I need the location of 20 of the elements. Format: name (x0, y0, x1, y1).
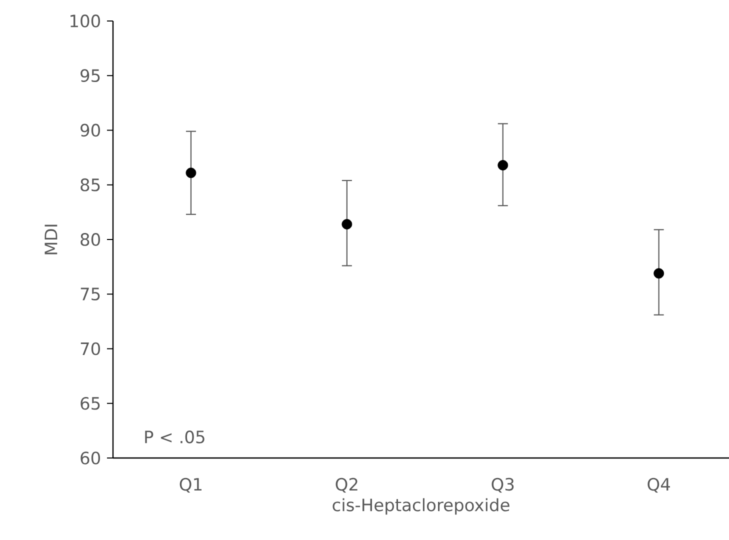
point (186, 168, 196, 178)
x-axis-title: cis-Heptaclorepoxide (332, 498, 510, 515)
annotation: P < .05 (145, 430, 204, 444)
y-tick-label: 60 (80, 452, 100, 464)
x-tick-label: Q2 (336, 478, 358, 493)
y-axis-title: MDI (44, 224, 58, 254)
point (342, 219, 352, 230)
y-tick-label: 90 (80, 124, 100, 137)
y-tick-label: 65 (80, 396, 100, 410)
y-tick-label: 75 (80, 288, 100, 300)
x-tick-label: Q1 (180, 478, 202, 493)
y-tick-label: 70 (80, 342, 100, 356)
y-tick-label: 95 (80, 69, 100, 82)
point (498, 160, 508, 170)
y-tick-label: 85 (80, 178, 100, 192)
y-tick-label: 80 (80, 233, 100, 246)
x-tick-label: Q4 (648, 478, 670, 493)
x-tick-label: Q3 (492, 478, 514, 493)
y-tick-label: 100 (70, 14, 100, 28)
point (654, 268, 664, 279)
